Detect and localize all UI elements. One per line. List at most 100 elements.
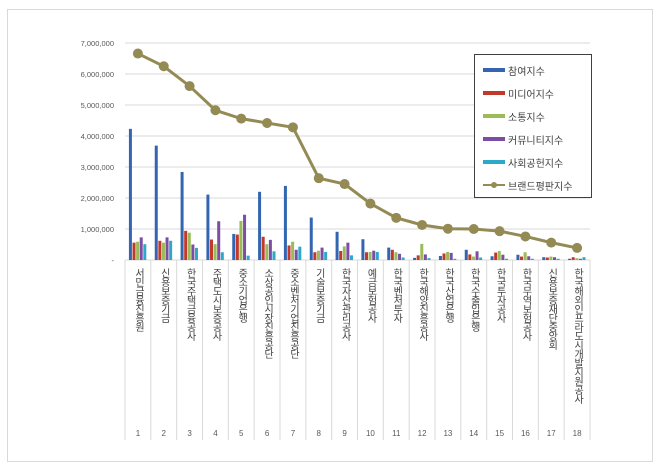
bar (272, 251, 276, 260)
bar (143, 244, 147, 260)
y-tick-label: - (112, 256, 115, 265)
rank-label: 12 (418, 429, 427, 438)
legend-label: 소통지수 (508, 112, 545, 124)
bar (320, 247, 324, 260)
category-label: 주택도시보증공사 (210, 268, 222, 342)
legend-swatch (483, 91, 505, 95)
bar (158, 240, 162, 260)
category-label: 신용보증재단중앙회 (546, 268, 558, 351)
category-label: 한국해외인프라도시개발지원공사 (572, 268, 584, 405)
line-marker (520, 231, 531, 242)
bar (542, 257, 546, 260)
line-marker (287, 122, 298, 133)
line-marker (365, 198, 376, 209)
bar (184, 230, 188, 260)
rank-label: 5 (239, 429, 244, 438)
line-marker (184, 81, 195, 92)
bar (468, 254, 472, 260)
bar (335, 231, 339, 260)
line-marker (210, 105, 221, 116)
bar (261, 236, 265, 260)
line-marker (391, 212, 402, 223)
legend-swatch (483, 68, 505, 72)
bar (449, 252, 453, 260)
legend-label: 브랜드평판지수 (508, 181, 573, 193)
bar (497, 251, 501, 260)
bar (154, 145, 158, 260)
category-label: 한국투자공사 (494, 268, 506, 324)
rank-label: 1 (136, 429, 141, 438)
bar (475, 251, 479, 260)
rank-label: 10 (366, 429, 375, 438)
bar (442, 253, 446, 260)
bar (578, 258, 582, 260)
bar (268, 239, 272, 260)
bar (471, 256, 475, 260)
legend-item-participation: 참여지수 (483, 63, 545, 78)
legend-item-brand-reputation: 브랜드평판지수 (483, 178, 573, 193)
bar (283, 185, 287, 260)
rank-label: 15 (495, 429, 504, 438)
rank-label: 16 (521, 429, 530, 438)
y-tick-label: 1,000,000 (81, 225, 114, 234)
bar (291, 241, 295, 260)
bar (571, 257, 575, 260)
category-label: 서민금융진흥원 (132, 268, 144, 332)
bar (446, 251, 450, 260)
bar (213, 244, 217, 260)
bar (206, 194, 210, 260)
bar (313, 252, 317, 260)
bar (180, 171, 184, 260)
legend-swatch (483, 114, 505, 118)
rank-label: 8 (317, 429, 322, 438)
bar (239, 220, 243, 260)
bar (161, 242, 165, 260)
rank-label: 6 (265, 429, 270, 438)
bar (361, 239, 365, 260)
category-label: 한국벤처투자 (391, 268, 403, 324)
category-label: 신용보증기금 (158, 268, 170, 323)
category-label: 중소기업은행 (236, 268, 248, 323)
bar (316, 250, 320, 260)
bar (453, 258, 457, 260)
bar (490, 256, 494, 260)
line-marker (494, 226, 505, 237)
bar (165, 237, 169, 260)
y-tick-label: 2,000,000 (81, 194, 114, 203)
category-label: 기술보증기금 (313, 268, 325, 323)
line-marker (236, 113, 247, 124)
rank-label: 7 (291, 429, 296, 438)
bar (427, 258, 431, 260)
bar (372, 250, 376, 260)
bar (420, 243, 424, 260)
legend-item-community: 커뮤니티지수 (483, 132, 563, 147)
legend-label: 미디어지수 (508, 89, 554, 101)
bar (246, 255, 250, 260)
bar (220, 252, 224, 260)
bar (232, 233, 236, 260)
y-tick-label: 5,000,000 (81, 101, 114, 110)
bar (324, 251, 328, 260)
bar (413, 257, 417, 260)
bar (217, 221, 221, 260)
bar (390, 249, 394, 260)
bar (128, 128, 132, 260)
bar (136, 241, 140, 260)
category-label: 중소벤처기업진흥공단 (287, 268, 299, 359)
line-marker (262, 117, 273, 128)
bar (575, 258, 579, 260)
bar (549, 256, 553, 260)
line-marker (158, 61, 169, 72)
bar (398, 253, 402, 260)
bar (210, 239, 214, 260)
category-label: 한국수출입은행 (468, 268, 480, 332)
bar (523, 252, 527, 260)
bar (530, 258, 534, 260)
bar (416, 255, 420, 260)
bar (194, 247, 198, 260)
bar (309, 217, 313, 260)
bar (287, 245, 291, 260)
bar (401, 257, 405, 260)
bar (516, 254, 520, 260)
